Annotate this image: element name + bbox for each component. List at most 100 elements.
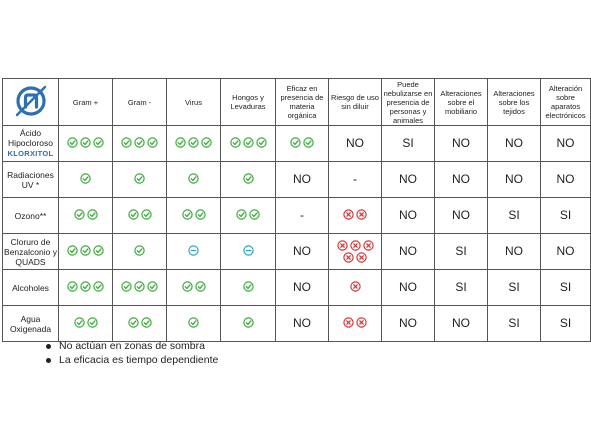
table-cell xyxy=(58,161,113,198)
row-label-cell: Radiaciones UV * xyxy=(2,161,59,198)
table-cell: SI xyxy=(487,305,541,342)
check-circle-icon xyxy=(121,281,132,292)
column-header: Gram - xyxy=(112,78,167,126)
check-circle-icon xyxy=(229,137,241,148)
icon-group xyxy=(188,317,199,328)
cell-value: NO xyxy=(452,316,470,330)
table-cell xyxy=(220,305,276,342)
check-circle-icon xyxy=(255,137,267,148)
cell-value: NO xyxy=(399,316,417,330)
table-cell xyxy=(166,197,221,234)
check-circle-icon xyxy=(134,281,145,292)
icon-group xyxy=(242,281,254,292)
icon-group xyxy=(121,281,158,292)
table-cell: NO xyxy=(381,305,435,342)
cell-value: NO xyxy=(346,136,364,150)
table-cell: NO xyxy=(275,305,329,342)
table-cell: SI xyxy=(487,269,541,306)
check-circle-icon xyxy=(93,137,104,148)
table-cell: NO xyxy=(381,233,435,270)
icon-group xyxy=(188,173,199,184)
table-cell: NO xyxy=(540,233,591,270)
row-label: Ácido Hipocloroso xyxy=(8,128,53,148)
table-cell: SI xyxy=(434,269,488,306)
table-cell: - xyxy=(275,197,329,234)
row-label: Alcoholes xyxy=(12,282,49,293)
table-cell xyxy=(58,269,113,306)
table-cell: NO xyxy=(381,269,435,306)
table-cell: NO xyxy=(540,125,591,162)
check-circle-icon xyxy=(86,317,98,328)
table-cell: NO xyxy=(381,197,435,234)
footnote-item: No actúan en zonas de sombra xyxy=(44,339,218,353)
check-circle-icon xyxy=(147,137,158,148)
row-label-cell: Ozono** xyxy=(2,197,59,234)
icon-group xyxy=(343,317,367,328)
table-cell: SI xyxy=(487,197,541,234)
table-cell: SI xyxy=(540,305,591,342)
row-label: Radiaciones UV * xyxy=(7,169,54,190)
row-label-cell: Agua Oxigenada xyxy=(2,305,59,342)
check-circle-icon xyxy=(134,137,145,148)
check-circle-icon xyxy=(147,281,158,292)
cell-value: NO xyxy=(505,136,523,150)
check-circle-icon xyxy=(80,245,91,256)
table-cell: NO xyxy=(434,197,488,234)
table-cell: NO xyxy=(434,161,488,198)
table-cell xyxy=(220,269,276,306)
check-circle-icon xyxy=(67,245,78,256)
cell-value: NO xyxy=(399,244,417,258)
icon-group xyxy=(242,173,254,184)
column-header: Riesgo de uso sin diluir xyxy=(328,78,382,126)
check-circle-icon xyxy=(249,209,260,220)
row-label-cell: Cloruro de Benzalconio y QUADS xyxy=(2,233,59,270)
table-cell: SI xyxy=(540,269,591,306)
table-cell xyxy=(58,305,113,342)
icon-group xyxy=(134,173,145,184)
icon-group xyxy=(134,245,145,256)
table-cell: NO xyxy=(487,125,541,162)
cross-circle-icon xyxy=(336,240,348,251)
icon-group xyxy=(188,245,199,256)
cell-value: SI xyxy=(402,136,414,150)
brand-name: KLORXITOL xyxy=(7,149,54,158)
table-cell xyxy=(328,233,382,270)
column-header: Virus xyxy=(166,78,221,126)
table-cell: NO xyxy=(275,161,329,198)
check-circle-icon xyxy=(73,209,85,220)
check-circle-icon xyxy=(175,137,186,148)
table-cell xyxy=(220,197,276,234)
column-header: Puede nebulizarse en presencia de person… xyxy=(381,78,435,126)
table-cell xyxy=(220,161,276,198)
cell-value: NO xyxy=(293,280,311,294)
row-label: Cloruro de Benzalconio y QUADS xyxy=(4,236,57,267)
table-cell xyxy=(328,197,382,234)
icon-group xyxy=(67,245,104,256)
table-row: Ácido Hipocloroso KLORXITOL NO SI NO NO NO xyxy=(2,125,591,162)
check-circle-icon xyxy=(93,281,104,292)
cross-circle-icon xyxy=(356,252,367,263)
table-row: Radiaciones UV * NO - NO NO NO NO xyxy=(2,161,591,198)
cross-circle-icon xyxy=(356,209,367,220)
check-circle-icon xyxy=(194,209,206,220)
icon-group xyxy=(181,281,206,292)
icon-group xyxy=(349,281,361,292)
footnotes: No actúan en zonas de sombra La eficacia… xyxy=(44,339,218,367)
table-cell xyxy=(328,269,382,306)
table-cell: NO xyxy=(487,233,541,270)
cell-value: NO xyxy=(556,172,575,186)
check-circle-icon xyxy=(134,245,145,256)
footnote-item: La eficacia es tiempo dependiente xyxy=(44,353,218,367)
check-circle-icon xyxy=(121,137,132,148)
column-header: Alteración sobre aparatos electrónicos xyxy=(540,78,591,126)
cell-value: NO xyxy=(399,280,417,294)
icon-group xyxy=(80,173,91,184)
check-circle-icon xyxy=(188,137,199,148)
check-circle-icon xyxy=(181,281,193,292)
table-cell xyxy=(166,161,221,198)
icon-group xyxy=(67,137,104,148)
cross-circle-icon xyxy=(349,240,361,251)
cross-circle-icon xyxy=(343,209,354,220)
check-circle-icon xyxy=(194,281,206,292)
check-circle-icon xyxy=(73,317,85,328)
